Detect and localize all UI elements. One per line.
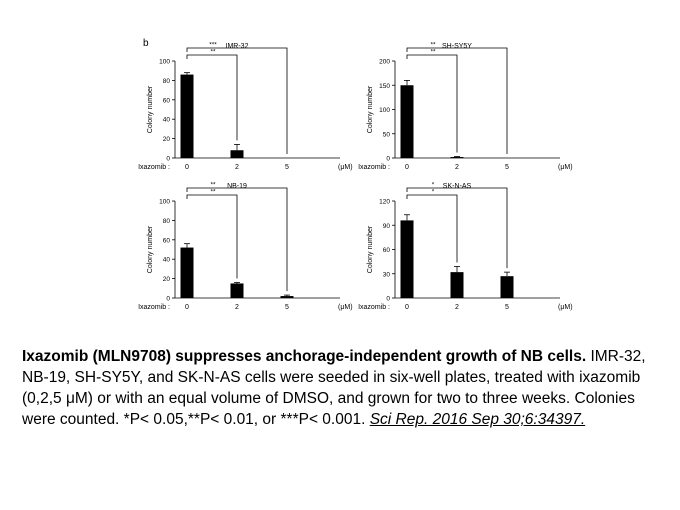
x-tick-label: 2 xyxy=(455,304,459,311)
y-tick-label: 100 xyxy=(379,107,390,114)
significance-bracket xyxy=(406,187,508,269)
y-tick-label: 30 xyxy=(383,271,391,278)
significance-label: ** xyxy=(210,189,216,196)
y-tick-label: 60 xyxy=(383,247,391,254)
y-tick-label: 0 xyxy=(166,156,170,163)
significance-bracket xyxy=(186,187,288,292)
y-tick-label: 60 xyxy=(163,237,171,244)
significance-bracket xyxy=(406,194,458,263)
citation-link[interactable]: Sci Rep. 2016 Sep 30;6:34397. xyxy=(369,411,586,428)
x-axis-prefix: Ixazomib : xyxy=(358,304,390,311)
x-axis-unit: (μM) xyxy=(338,164,353,171)
caption-body: IMR-32, NB-19, SH-SY5Y, and SK-N-AS cell… xyxy=(22,348,646,428)
chart-shsy5y: SH-SY5Y Colony number 0 50 100 150 200 0 2 5 Ixazo… xyxy=(358,42,572,172)
significance-label: ** xyxy=(210,49,216,56)
y-axis-label: Colony number xyxy=(367,225,374,273)
significance-label: ** xyxy=(210,182,216,189)
y-tick-label: 150 xyxy=(379,83,390,90)
significance-label: ** xyxy=(430,49,436,56)
chart-title: NB-19 xyxy=(227,183,247,190)
bar xyxy=(180,247,194,298)
x-axis-prefix: Ixazomib : xyxy=(138,304,170,311)
y-tick-label: 50 xyxy=(383,131,391,138)
y-tick-label: 80 xyxy=(163,218,171,225)
x-tick-label: 5 xyxy=(505,164,509,171)
y-tick-label: 90 xyxy=(383,223,391,230)
y-tick-label: 200 xyxy=(379,59,390,66)
x-axis-prefix: Ixazomib : xyxy=(358,164,390,171)
chart-title: SK-N-AS xyxy=(443,183,472,190)
bar xyxy=(280,296,294,298)
y-tick-label: 0 xyxy=(386,156,390,163)
y-axis-label: Colony number xyxy=(147,85,154,133)
x-tick-label: 2 xyxy=(235,164,239,171)
bar xyxy=(450,157,464,158)
x-axis-unit: (μM) xyxy=(558,304,573,311)
bar xyxy=(180,74,194,158)
significance-bracket xyxy=(186,194,238,279)
y-axis-label: Colony number xyxy=(147,225,154,273)
chart-title: IMR-32 xyxy=(226,43,249,50)
chart-title: SH-SY5Y xyxy=(442,43,472,50)
panel-label: b xyxy=(143,38,149,49)
y-tick-label: 20 xyxy=(163,276,171,283)
chart-sknas: SK-N-AS Colony number 0 30 60 90 120 0 2 5 Ixazomi… xyxy=(358,182,572,312)
caption-title: Ixazomib (MLN9708) suppresses anchorage-… xyxy=(22,348,587,365)
significance-bracket xyxy=(186,47,288,154)
y-tick-label: 100 xyxy=(159,199,170,206)
x-tick-label: 0 xyxy=(185,304,189,311)
significance-label: ** xyxy=(430,42,436,49)
bar xyxy=(230,150,244,158)
bar xyxy=(500,276,514,298)
x-tick-label: 5 xyxy=(285,164,289,171)
x-tick-label: 2 xyxy=(235,304,239,311)
y-tick-label: 120 xyxy=(379,199,390,206)
chart-imr32: IMR-32 Colony number 0 20 40 60 80 100 0 2 5 Ixazom… xyxy=(138,42,352,172)
chart-nb19: NB-19 Colony number 0 20 40 60 80 100 0 2 5 Ixazomi… xyxy=(138,182,352,312)
y-tick-label: 0 xyxy=(166,296,170,303)
significance-label: * xyxy=(432,182,435,189)
bar xyxy=(450,272,464,298)
x-axis-prefix: Ixazomib : xyxy=(138,164,170,171)
y-tick-label: 20 xyxy=(163,136,171,143)
significance-label: * xyxy=(432,189,435,196)
y-axis-label: Colony number xyxy=(367,85,374,133)
y-tick-label: 40 xyxy=(163,257,171,264)
y-tick-label: 40 xyxy=(163,117,171,124)
y-tick-label: 60 xyxy=(163,97,171,104)
x-axis-unit: (μM) xyxy=(338,304,353,311)
y-tick-label: 100 xyxy=(159,59,170,66)
x-tick-label: 2 xyxy=(455,164,459,171)
x-tick-label: 0 xyxy=(405,304,409,311)
significance-bracket xyxy=(406,54,458,153)
x-tick-label: 5 xyxy=(285,304,289,311)
y-tick-label: 80 xyxy=(163,78,171,85)
bar xyxy=(400,220,414,298)
bar xyxy=(400,85,414,158)
bar xyxy=(230,283,244,298)
figure-caption: Ixazomib (MLN9708) suppresses anchorage-… xyxy=(22,346,672,430)
significance-bracket xyxy=(186,54,238,141)
x-axis-unit: (μM) xyxy=(558,164,573,171)
x-tick-label: 5 xyxy=(505,304,509,311)
significance-bracket xyxy=(406,47,508,154)
y-tick-label: 0 xyxy=(386,296,390,303)
significance-label: *** xyxy=(209,42,217,49)
x-tick-label: 0 xyxy=(405,164,409,171)
x-tick-label: 0 xyxy=(185,164,189,171)
